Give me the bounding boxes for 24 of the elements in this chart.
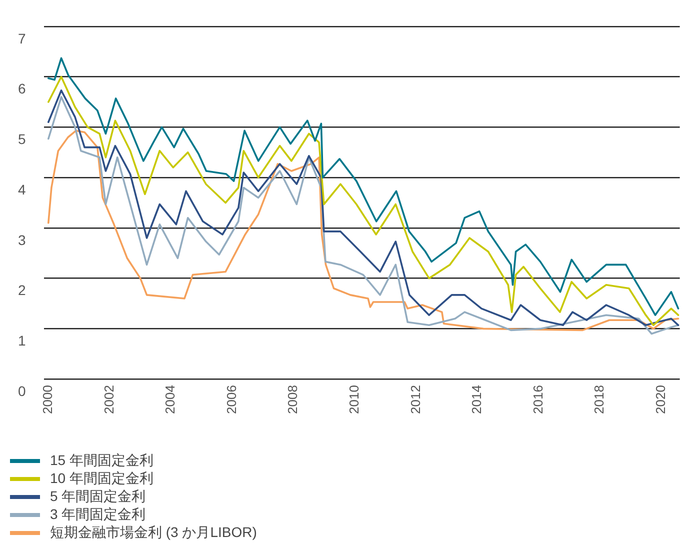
y-tick-label: 2 [18,282,26,298]
x-tick-label: 2000 [40,385,55,414]
legend-label: 3 年間固定金利 [50,506,146,524]
y-tick-label: 0 [18,382,26,399]
y-tick-label: 6 [18,80,26,97]
y-tick-label: 4 [18,181,26,198]
x-tick-label: 2016 [530,385,546,414]
legend-label: 短期金融市場金利 (3 か月LIBOR) [50,524,257,542]
y-tick-label: 1 [18,332,26,349]
y-tick-label: 5 [18,131,26,148]
x-tick-label: 2010 [346,385,362,414]
legend-label: 15 年間固定金利 [50,452,154,470]
y-tick-label: 7 [18,30,26,46]
x-tick-label: 2018 [592,385,607,414]
legend-label: 10 年間固定金利 [50,470,154,488]
x-tick-label: 2004 [162,385,178,414]
x-tick-label: 2008 [285,385,300,414]
y-tick-label: 3 [18,232,26,248]
x-tick-label: 2002 [101,385,116,414]
x-tick-label: 2006 [224,385,239,414]
legend-label: 5 年間固定金利 [50,488,146,506]
x-tick-label: 2014 [469,385,484,414]
x-tick-label: 2020 [652,385,668,414]
x-tick-label: 2012 [408,385,423,414]
